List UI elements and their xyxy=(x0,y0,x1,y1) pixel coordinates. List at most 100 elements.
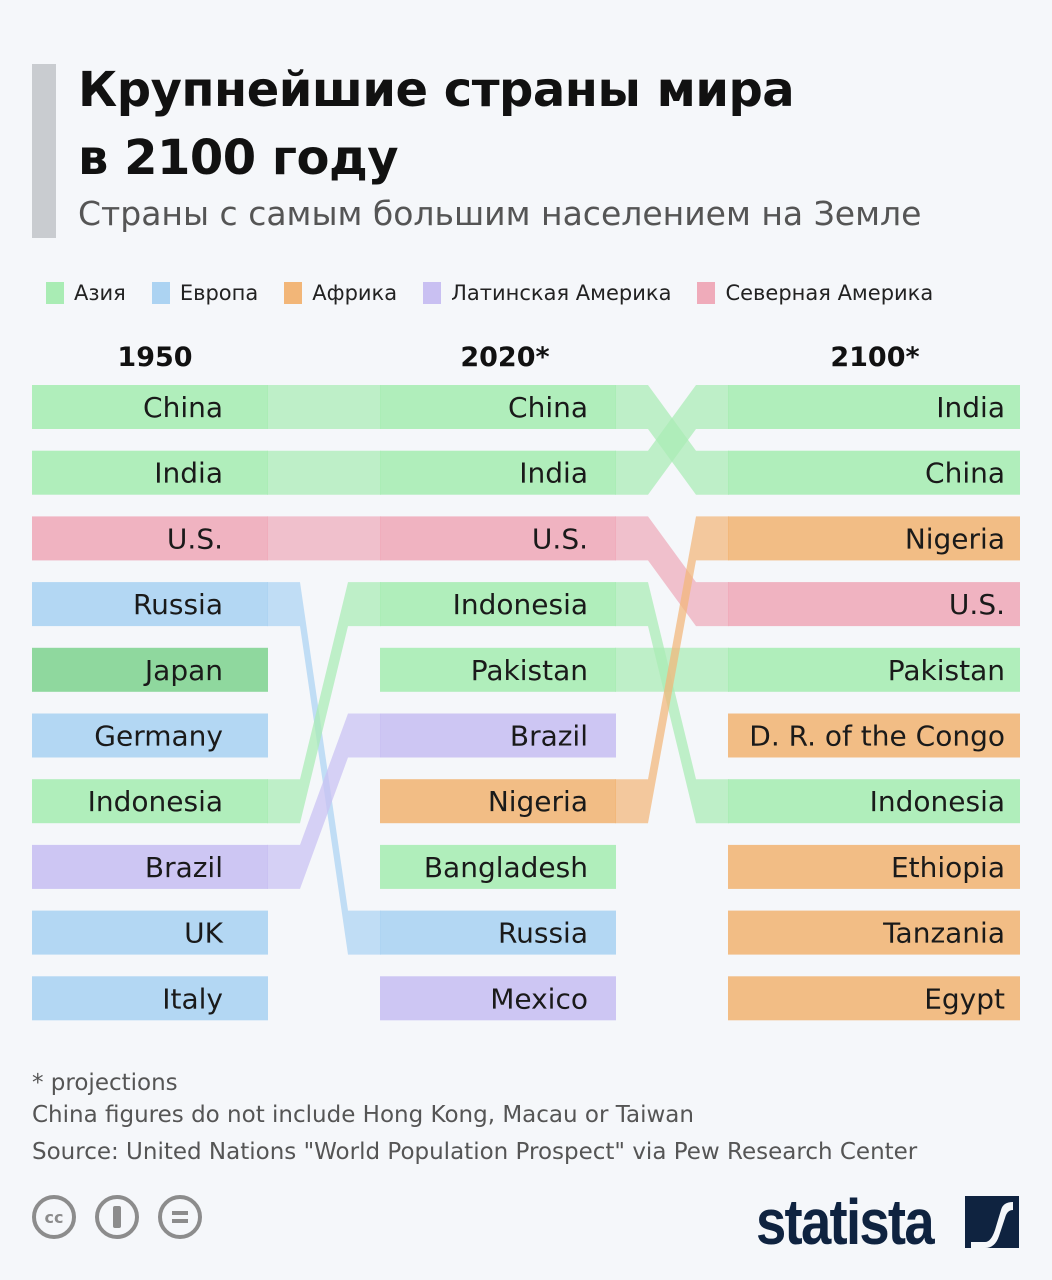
bar-indonesia xyxy=(380,582,616,627)
country-label: U.S. xyxy=(532,522,588,555)
bar-russia xyxy=(380,910,616,955)
legend-item: Латинская Америка xyxy=(423,281,671,305)
bar-italy xyxy=(32,976,268,1021)
bar-india xyxy=(380,450,616,495)
legend-swatch xyxy=(423,282,442,304)
bar-germany xyxy=(32,713,268,758)
bar-u-s xyxy=(728,582,1020,627)
legend-swatch xyxy=(697,282,716,304)
column-header: 2100* xyxy=(830,342,919,373)
country-label: Mexico xyxy=(490,982,588,1015)
connector-brazil xyxy=(267,713,381,889)
country-label: India xyxy=(519,457,588,490)
bar-indonesia xyxy=(32,779,268,824)
legend-label: Северная Америка xyxy=(725,281,934,305)
country-label: Tanzania xyxy=(882,917,1005,950)
bar-nigeria xyxy=(728,516,1020,561)
subtitle: Страны с самым большим населением на Зем… xyxy=(78,194,922,233)
bar-russia xyxy=(32,582,268,627)
legend-swatch xyxy=(284,282,303,304)
bar-bangladesh xyxy=(380,844,616,889)
country-label: India xyxy=(154,457,223,490)
country-label: Nigeria xyxy=(488,785,588,818)
legend-label: Африка xyxy=(312,281,398,305)
bump-chart: 1950 2020* 2100* China India U.S. Russia Japan G… xyxy=(32,342,1020,1021)
legend-item: Африка xyxy=(284,281,397,305)
country-label: Bangladesh xyxy=(424,851,588,884)
connector-india xyxy=(267,450,381,495)
country-label: Indonesia xyxy=(453,588,588,621)
country-label: India xyxy=(936,391,1005,424)
country-label: Egypt xyxy=(924,982,1005,1015)
country-label: Japan xyxy=(143,654,223,687)
bar-brazil xyxy=(380,713,616,758)
statista-logo: statista xyxy=(756,1186,935,1258)
country-label: Germany xyxy=(94,720,223,753)
country-label: China xyxy=(508,391,588,424)
connector-u-s- xyxy=(615,516,729,627)
statista-logo-mark xyxy=(965,1196,1019,1248)
bar-india xyxy=(728,385,1020,429)
legend-label: Европа xyxy=(179,281,259,305)
cc-icon: cc xyxy=(32,1195,76,1239)
legend: Азия Европа Африка Латинская Америка Северна… xyxy=(46,281,933,305)
title-line-1: Крупнейшие страны мира xyxy=(78,62,795,118)
country-label: U.S. xyxy=(949,588,1005,621)
bar-china xyxy=(728,450,1020,495)
bar-china xyxy=(32,385,268,429)
bar-d-r-of-the-congo xyxy=(728,713,1020,758)
cc-text: cc xyxy=(44,1207,64,1227)
country-label: China xyxy=(143,391,223,424)
bar-mexico xyxy=(380,976,616,1021)
note-projections: * projections xyxy=(32,1070,178,1096)
legend-swatch xyxy=(46,282,64,304)
note-china: China figures do not include Hong Kong, … xyxy=(32,1102,694,1128)
country-label: UK xyxy=(184,917,223,950)
bar-uk xyxy=(32,910,268,955)
country-label: D. R. of the Congo xyxy=(749,720,1005,753)
attribution-icon xyxy=(95,1195,139,1239)
title-accent-bar xyxy=(32,64,56,238)
bar-egypt xyxy=(728,976,1020,1021)
bar-tanzania xyxy=(728,910,1020,955)
connector-indonesia xyxy=(267,582,381,824)
connector-india xyxy=(615,385,729,495)
bar-india xyxy=(32,450,268,495)
country-label: Ethiopia xyxy=(891,851,1005,884)
bar-brazil xyxy=(32,844,268,889)
bar-ethiopia xyxy=(728,844,1020,889)
legend-label: Латинская Америка xyxy=(451,281,672,305)
bar-china xyxy=(380,385,616,429)
bar-pakistan xyxy=(380,647,616,692)
country-label: U.S. xyxy=(167,522,223,555)
country-label: Russia xyxy=(133,588,223,621)
connector-indonesia xyxy=(615,582,729,824)
connector-china xyxy=(267,385,381,429)
connector-u-s- xyxy=(267,516,381,561)
country-label: Indonesia xyxy=(870,785,1005,818)
country-label: Russia xyxy=(498,917,588,950)
column-header: 1950 xyxy=(117,342,192,373)
no-derivatives-icon xyxy=(158,1195,202,1239)
legend-label: Азия xyxy=(74,281,126,305)
legend-item: Европа xyxy=(151,281,259,305)
legend-swatch xyxy=(151,282,170,304)
country-label: Italy xyxy=(162,982,223,1015)
source-text: Source: United Nations "World Population… xyxy=(32,1139,918,1165)
title-line-2: в 2100 году xyxy=(78,130,399,186)
country-label: China xyxy=(925,457,1005,490)
connectors xyxy=(267,385,729,955)
column-header: 2020* xyxy=(460,342,549,373)
bar-japan xyxy=(32,647,268,692)
country-label: Pakistan xyxy=(888,654,1005,687)
bar-u-s xyxy=(380,516,616,561)
bar-u-s xyxy=(32,516,268,561)
country-label: Indonesia xyxy=(88,785,223,818)
connector-russia xyxy=(267,582,381,955)
bar-nigeria xyxy=(380,779,616,824)
bar-pakistan xyxy=(728,647,1020,692)
country-label: Nigeria xyxy=(905,522,1005,555)
bar-indonesia xyxy=(728,779,1020,824)
legend-item: Азия xyxy=(46,281,126,305)
legend-item: Северная Америка xyxy=(697,281,933,305)
